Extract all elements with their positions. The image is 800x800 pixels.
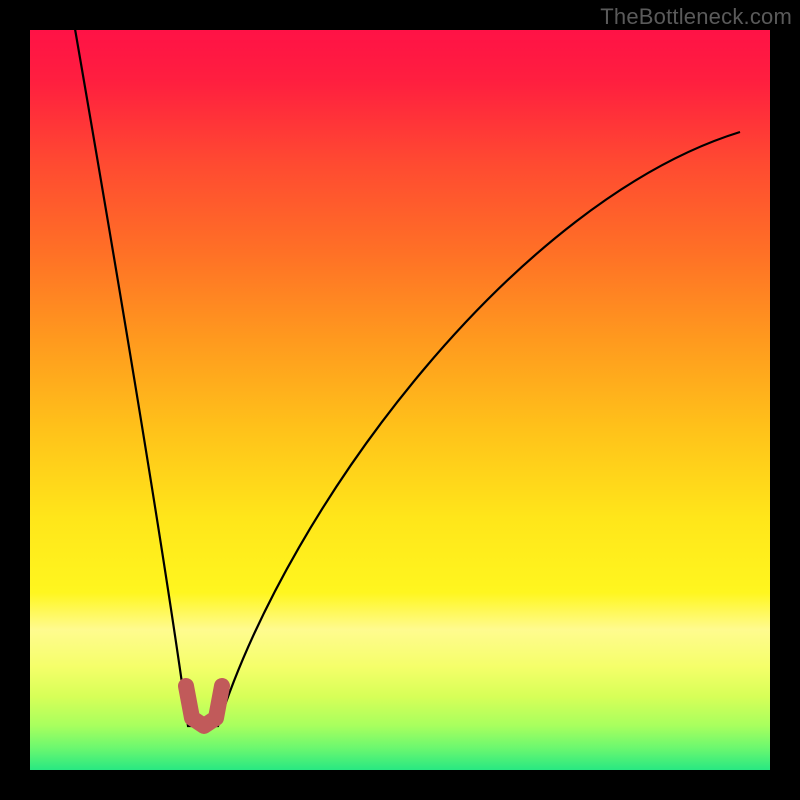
bottleneck-chart — [0, 0, 800, 800]
watermark-text: TheBottleneck.com — [600, 4, 792, 30]
chart-root: TheBottleneck.com — [0, 0, 800, 800]
